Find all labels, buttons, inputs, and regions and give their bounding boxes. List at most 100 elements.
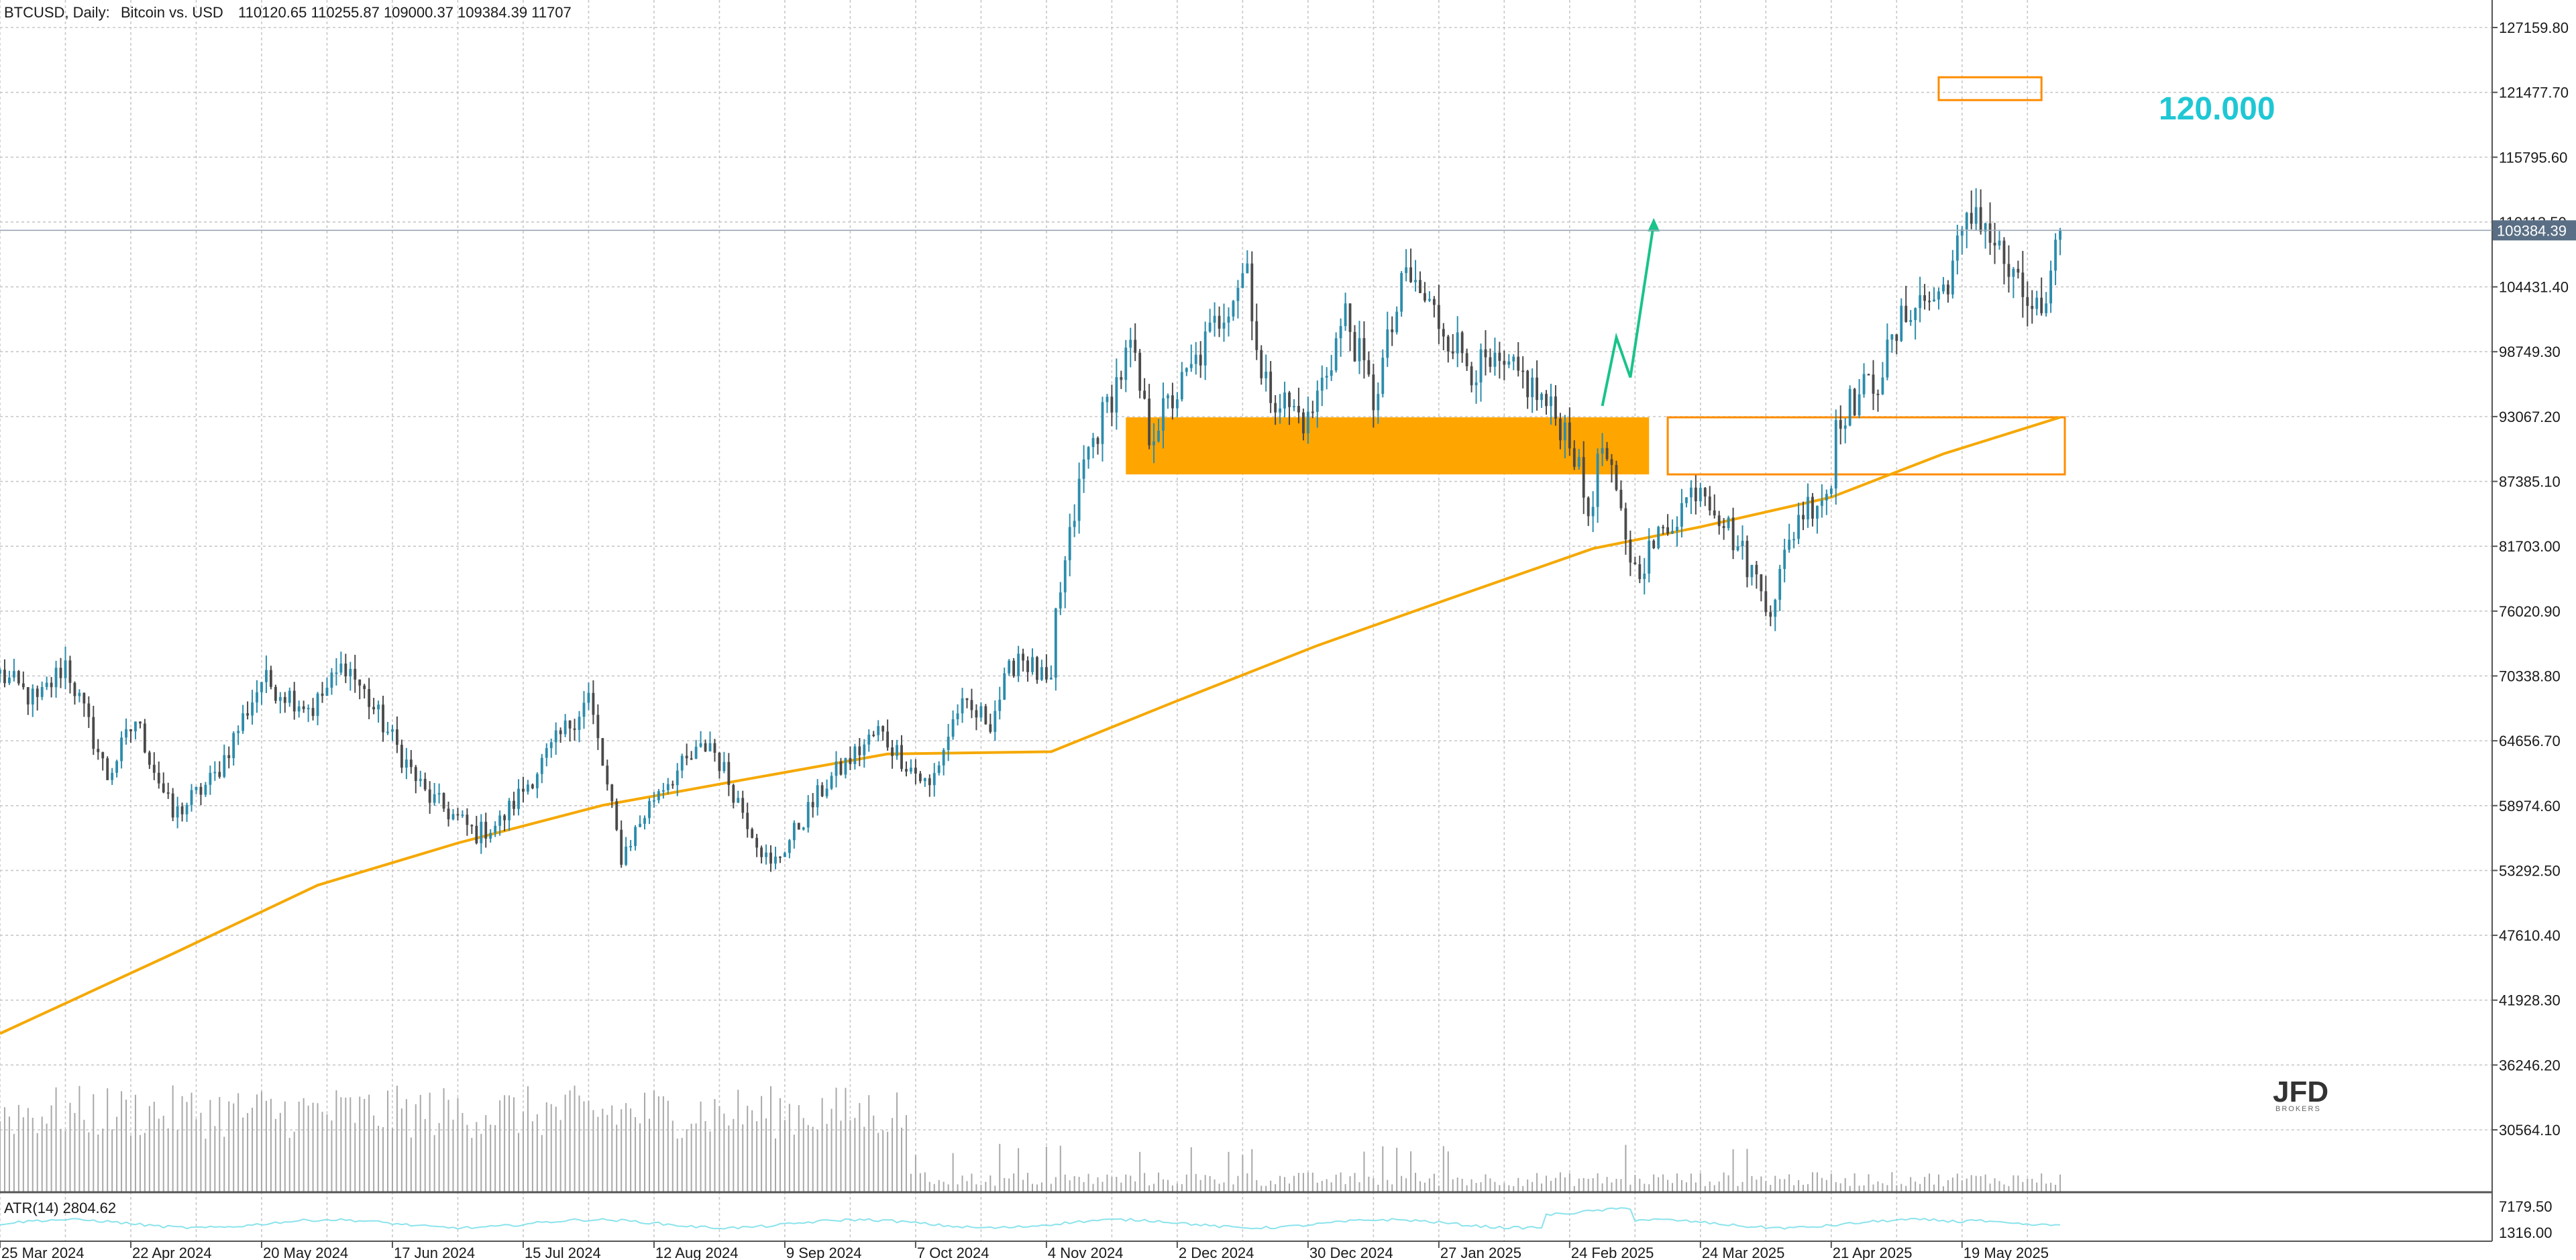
candle-body — [1685, 497, 1688, 503]
candle-body — [1736, 546, 1739, 551]
candle-body — [825, 788, 828, 796]
candle-body — [0, 670, 1, 674]
candle-body — [106, 758, 109, 780]
candle-body — [442, 793, 445, 809]
candle-body — [746, 812, 749, 829]
candle-body — [1012, 660, 1016, 676]
candle-body — [802, 827, 805, 830]
candle-body — [765, 852, 767, 857]
time-tick-label: 24 Feb 2025 — [1571, 1245, 1654, 1260]
price-tick-label: 70338.80 — [2499, 668, 2561, 684]
price-tick-label: 76020.90 — [2499, 603, 2561, 620]
candle-body — [1115, 377, 1118, 413]
candle-body — [251, 702, 254, 716]
candle-body — [2007, 264, 2010, 277]
candle-body — [1914, 308, 1917, 320]
candle-body — [241, 713, 245, 731]
candle-body — [409, 759, 413, 768]
candle-body — [774, 856, 777, 864]
candle-body — [1362, 337, 1366, 360]
projection-arrow-head — [1648, 217, 1660, 231]
candle-body — [1199, 354, 1202, 366]
candle-body — [877, 726, 880, 735]
candle-body — [629, 845, 633, 847]
candle-body — [676, 770, 679, 786]
candle-body — [522, 788, 525, 792]
candle-body — [1867, 374, 1870, 376]
candle-body — [1503, 360, 1506, 365]
candle-body — [956, 713, 959, 720]
candle-body — [209, 772, 212, 785]
candle-body — [1540, 394, 1543, 401]
candle-body — [1558, 419, 1562, 441]
candle-body — [975, 710, 978, 718]
candle-body — [1933, 299, 1935, 302]
candle-body — [1391, 329, 1394, 333]
candle-body — [1928, 301, 1931, 303]
candle-body — [1923, 295, 1927, 301]
candle-body — [1708, 496, 1711, 511]
candle-body — [1731, 517, 1735, 551]
candle-body — [223, 755, 226, 777]
candle-body — [227, 755, 231, 758]
moving-average-path — [0, 416, 2061, 1035]
candle-body — [307, 708, 310, 710]
atr-indicator-label: ATR(14) 2804.62 — [4, 1200, 116, 1216]
candle-body — [503, 815, 506, 821]
target-box — [1937, 76, 2043, 101]
candle-body — [811, 802, 814, 808]
candle-body — [166, 792, 170, 794]
candle-body — [1946, 284, 1949, 295]
candle-body — [737, 798, 740, 803]
candle-body — [2026, 297, 2029, 306]
candle-body — [732, 784, 735, 803]
candle-body — [157, 772, 160, 784]
candle-body — [1311, 411, 1314, 413]
candle-body — [928, 778, 931, 786]
time-tick-label: 12 Aug 2024 — [655, 1245, 739, 1260]
candle-body — [661, 790, 665, 792]
candle-body — [428, 789, 431, 803]
candle-body — [970, 700, 973, 711]
candle-body — [1297, 406, 1300, 413]
candle-body — [896, 745, 898, 756]
time-axis[interactable]: 25 Mar 2024 22 Apr 2024 20 May 2024 17 Jun … — [0, 1241, 2049, 1260]
candle-body — [1643, 573, 1646, 580]
candle-body — [568, 720, 572, 729]
price-axis[interactable]: 127159.80121477.70115795.60110113.501044… — [2492, 19, 2569, 1139]
candle-body — [788, 840, 791, 853]
candle-body — [1610, 459, 1613, 465]
candle-body — [1489, 357, 1492, 367]
candle-body — [596, 715, 600, 739]
candle-body — [1605, 448, 1609, 460]
candle-body — [994, 711, 997, 732]
candle-body — [1652, 540, 1656, 548]
candle-body — [1858, 394, 1861, 416]
candle-body — [1054, 608, 1057, 678]
candle-body — [391, 729, 394, 732]
candle-body — [1881, 377, 1884, 395]
price-tick-label: 115795.60 — [2499, 149, 2567, 166]
candle-body — [905, 769, 908, 772]
candle-body — [1792, 539, 1796, 541]
time-tick-label: 15 Jul 2024 — [525, 1245, 601, 1260]
candle-body — [125, 729, 127, 738]
candle-body — [1451, 351, 1454, 354]
candle-body — [1788, 539, 1791, 550]
candle-body — [101, 752, 105, 759]
candle-body — [1694, 487, 1697, 502]
candle-body — [601, 738, 604, 766]
candle-body — [881, 726, 885, 732]
candle-body — [900, 745, 903, 770]
candle-body — [1619, 490, 1623, 509]
candle-body — [1820, 500, 1823, 507]
candle-body — [1208, 322, 1212, 332]
candle-body — [372, 706, 376, 710]
candle-body — [1577, 457, 1580, 467]
candle-body — [2054, 240, 2057, 271]
candle-body — [78, 692, 81, 696]
candle-body — [587, 692, 590, 703]
candle-body — [849, 757, 852, 764]
candle-body — [1746, 541, 1749, 578]
candle-body — [1671, 531, 1674, 534]
